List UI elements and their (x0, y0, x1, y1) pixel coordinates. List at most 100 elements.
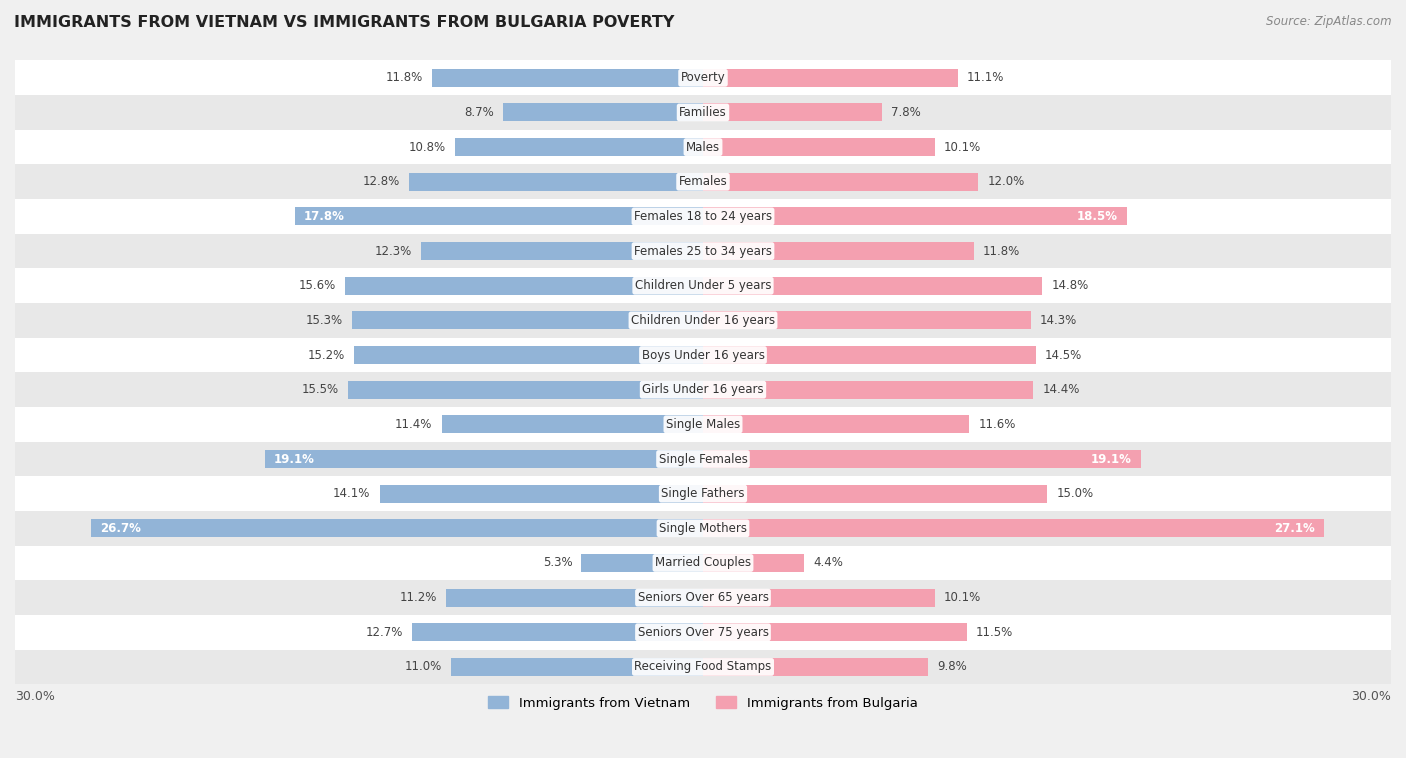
Bar (15, 650, 1391, 684)
Bar (15, 407, 1391, 442)
Bar (15, 476, 1391, 511)
Bar (347, 381, 703, 399)
Bar (15, 233, 1391, 268)
Text: Single Fathers: Single Fathers (661, 487, 745, 500)
Text: 11.8%: 11.8% (387, 71, 423, 84)
Text: 12.3%: 12.3% (374, 245, 412, 258)
Bar (409, 173, 703, 191)
Text: 30.0%: 30.0% (15, 690, 55, 703)
Bar (703, 69, 957, 87)
Text: 15.2%: 15.2% (308, 349, 346, 362)
Text: 15.6%: 15.6% (299, 279, 336, 293)
Text: IMMIGRANTS FROM VIETNAM VS IMMIGRANTS FROM BULGARIA POVERTY: IMMIGRANTS FROM VIETNAM VS IMMIGRANTS FR… (14, 15, 675, 30)
Text: 11.2%: 11.2% (399, 591, 437, 604)
Text: Boys Under 16 years: Boys Under 16 years (641, 349, 765, 362)
Bar (703, 138, 935, 156)
Text: 11.8%: 11.8% (983, 245, 1019, 258)
Bar (15, 338, 1391, 372)
Text: 15.3%: 15.3% (307, 314, 343, 327)
Text: 9.8%: 9.8% (936, 660, 967, 673)
Text: Poverty: Poverty (681, 71, 725, 84)
Text: 11.5%: 11.5% (976, 626, 1014, 639)
Text: 14.3%: 14.3% (1040, 314, 1077, 327)
Bar (380, 484, 703, 503)
Bar (703, 173, 979, 191)
Text: 14.1%: 14.1% (333, 487, 370, 500)
Text: 30.0%: 30.0% (1351, 690, 1391, 703)
Bar (15, 164, 1391, 199)
Text: 10.8%: 10.8% (409, 141, 446, 154)
Bar (703, 415, 969, 434)
Text: Single Females: Single Females (658, 453, 748, 465)
Bar (703, 103, 882, 121)
Text: 8.7%: 8.7% (464, 106, 495, 119)
Bar (703, 381, 1033, 399)
Bar (582, 554, 703, 572)
Bar (264, 450, 703, 468)
Text: 10.1%: 10.1% (943, 141, 981, 154)
Text: Receiving Food Stamps: Receiving Food Stamps (634, 660, 772, 673)
Text: 11.4%: 11.4% (395, 418, 433, 431)
Text: 14.8%: 14.8% (1052, 279, 1088, 293)
Text: 11.0%: 11.0% (405, 660, 441, 673)
Bar (15, 96, 1391, 130)
Bar (703, 208, 1128, 225)
Bar (295, 208, 703, 225)
Text: Single Males: Single Males (666, 418, 740, 431)
Bar (15, 511, 1391, 546)
Bar (15, 61, 1391, 96)
Text: 17.8%: 17.8% (304, 210, 344, 223)
Bar (703, 554, 804, 572)
Bar (15, 581, 1391, 615)
Bar (503, 103, 703, 121)
Bar (703, 242, 973, 260)
Bar (420, 242, 703, 260)
Bar (703, 519, 1324, 537)
Text: Girls Under 16 years: Girls Under 16 years (643, 384, 763, 396)
Text: 10.1%: 10.1% (943, 591, 981, 604)
Bar (15, 303, 1391, 338)
Bar (352, 312, 703, 330)
Bar (703, 589, 935, 606)
Text: 15.5%: 15.5% (301, 384, 339, 396)
Text: Married Couples: Married Couples (655, 556, 751, 569)
Text: 5.3%: 5.3% (543, 556, 572, 569)
Legend: Immigrants from Vietnam, Immigrants from Bulgaria: Immigrants from Vietnam, Immigrants from… (484, 691, 922, 715)
Bar (15, 546, 1391, 581)
Bar (15, 130, 1391, 164)
Bar (90, 519, 703, 537)
Bar (433, 69, 703, 87)
Text: 18.5%: 18.5% (1077, 210, 1118, 223)
Bar (703, 484, 1047, 503)
Text: 11.6%: 11.6% (979, 418, 1015, 431)
Text: 27.1%: 27.1% (1275, 522, 1316, 535)
Text: 7.8%: 7.8% (891, 106, 921, 119)
Text: 11.1%: 11.1% (967, 71, 1004, 84)
Text: 12.8%: 12.8% (363, 175, 401, 188)
Bar (446, 589, 703, 606)
Bar (703, 623, 967, 641)
Text: Males: Males (686, 141, 720, 154)
Bar (15, 268, 1391, 303)
Text: 4.4%: 4.4% (813, 556, 844, 569)
Text: 19.1%: 19.1% (274, 453, 315, 465)
Bar (15, 199, 1391, 233)
Bar (703, 312, 1031, 330)
Bar (703, 277, 1042, 295)
Text: 12.0%: 12.0% (987, 175, 1025, 188)
Bar (703, 346, 1036, 364)
Text: Source: ZipAtlas.com: Source: ZipAtlas.com (1267, 15, 1392, 28)
Text: 12.7%: 12.7% (366, 626, 402, 639)
Text: 26.7%: 26.7% (100, 522, 141, 535)
Text: Seniors Over 65 years: Seniors Over 65 years (637, 591, 769, 604)
Text: 15.0%: 15.0% (1056, 487, 1094, 500)
Bar (703, 658, 928, 676)
Text: 14.4%: 14.4% (1042, 384, 1080, 396)
Text: Females 18 to 24 years: Females 18 to 24 years (634, 210, 772, 223)
Bar (354, 346, 703, 364)
Bar (441, 415, 703, 434)
Text: Children Under 16 years: Children Under 16 years (631, 314, 775, 327)
Bar (451, 658, 703, 676)
Bar (456, 138, 703, 156)
Text: Families: Families (679, 106, 727, 119)
